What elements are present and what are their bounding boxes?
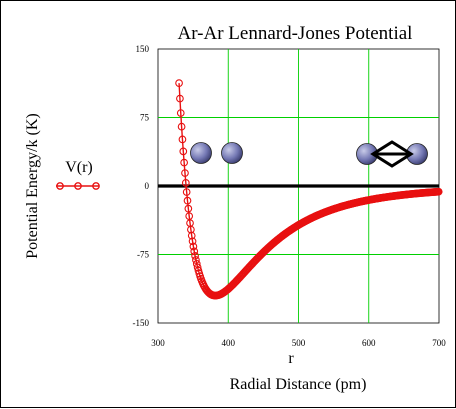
data-point: [183, 196, 192, 205]
y-tick-label: 0: [145, 181, 150, 191]
data-point: [190, 247, 199, 256]
y-tick-label: 75: [140, 113, 150, 123]
data-point: [191, 252, 199, 260]
x-tick-labels: 300 400 500 600 700: [151, 338, 446, 348]
data-point: [187, 231, 196, 240]
y-axis-label: Potential Energy/k (K): [24, 113, 41, 258]
data-point: [192, 259, 201, 268]
data-point: [188, 237, 197, 246]
x-axis-label: Radial Distance (pm): [230, 376, 367, 393]
data-point: [176, 94, 184, 103]
data-point: [181, 169, 189, 177]
data-point: [180, 158, 188, 167]
series-v-r: [175, 79, 443, 300]
atom-icon: [221, 142, 243, 164]
data-point: [192, 256, 200, 264]
x-tick-label: 300: [151, 338, 165, 348]
legend-label: V(r): [65, 159, 93, 176]
y-tick-labels: 150 75 0 -75 -150: [133, 44, 150, 328]
data-point: [177, 122, 186, 131]
series-line: [178, 83, 439, 297]
data-point: [181, 179, 190, 187]
legend-marker: [92, 182, 100, 190]
data-point: [182, 188, 191, 196]
legend: V(r): [56, 159, 100, 190]
y-tick-label: -150: [133, 318, 150, 328]
legend-marker: [56, 182, 64, 190]
data-point: [175, 79, 183, 87]
data-point: [178, 135, 187, 144]
data-point: [179, 147, 188, 156]
chart-title: Ar-Ar Lennard-Jones Potential: [178, 23, 413, 44]
legend-marker: [74, 182, 82, 190]
atom-pair-far: [356, 140, 428, 168]
double-arrow-icon: [370, 140, 414, 168]
data-point: [434, 187, 443, 196]
y-tick-label: -75: [137, 250, 149, 260]
x-tick-label: 700: [432, 338, 446, 348]
x-tick-label: 600: [362, 338, 376, 348]
data-point: [176, 109, 185, 117]
atom-icon: [190, 142, 212, 164]
x-axis-variable: r: [288, 350, 294, 367]
atom-pair-close: [190, 142, 243, 164]
y-tick-label: 150: [136, 44, 150, 54]
x-tick-label: 500: [292, 338, 306, 348]
x-tick-label: 400: [222, 338, 236, 348]
data-point: [184, 204, 193, 213]
data-point: [189, 242, 198, 251]
